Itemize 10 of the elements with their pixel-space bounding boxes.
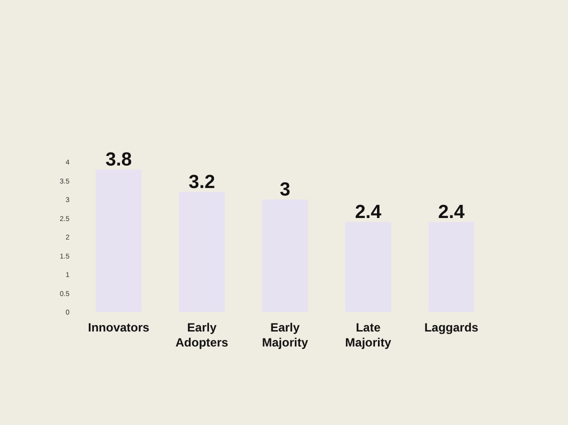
x-tick-label: Late Majority bbox=[345, 320, 392, 350]
data-label: 3 bbox=[280, 180, 290, 200]
x-tick-label: Early Adopters bbox=[175, 320, 228, 350]
data-label: 3.2 bbox=[188, 172, 216, 193]
x-tick-label: Laggards bbox=[424, 320, 479, 334]
data-label: 3.8 bbox=[105, 150, 132, 170]
x-tick-label: Early Majority bbox=[262, 320, 308, 350]
data-label: 2.4 bbox=[354, 202, 382, 223]
data-label: 2.4 bbox=[438, 202, 465, 223]
x-tick-label: Innovators bbox=[88, 320, 150, 334]
